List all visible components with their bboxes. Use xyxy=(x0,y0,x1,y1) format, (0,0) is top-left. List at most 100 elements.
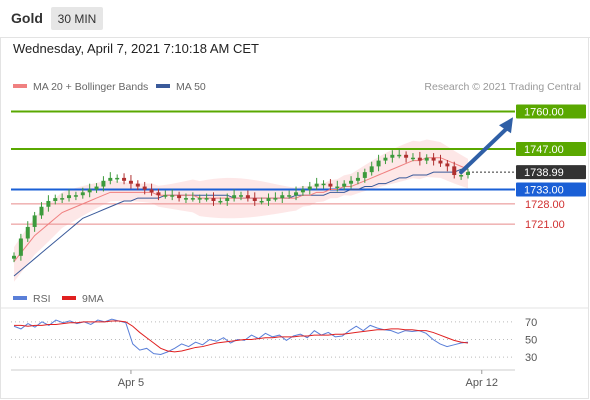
candle-body xyxy=(321,183,326,186)
candle-body xyxy=(177,195,182,199)
candle-body xyxy=(273,198,278,200)
level-label-1728.00: 1728.00 xyxy=(525,199,565,211)
candle-body xyxy=(369,166,374,173)
candle-body xyxy=(73,195,78,197)
level-tag-1760.00 xyxy=(516,104,586,119)
candle-body xyxy=(183,198,188,200)
candle-body xyxy=(225,198,230,201)
candle-body xyxy=(252,198,257,201)
candle-body xyxy=(459,175,464,177)
candle-body xyxy=(170,195,175,197)
candle-body xyxy=(156,192,161,196)
candle-body xyxy=(314,183,319,187)
candle-body xyxy=(80,192,85,196)
level-label-1760.00: 1760.00 xyxy=(524,107,564,119)
x-tick-label: Apr 5 xyxy=(118,377,144,389)
candle-body xyxy=(280,195,285,199)
candle-body xyxy=(32,215,37,227)
candle-body xyxy=(142,186,147,190)
candle-body xyxy=(60,198,65,200)
candle-body xyxy=(349,180,354,184)
forecast-arrow-head xyxy=(499,117,513,134)
rsi-legend-swatch xyxy=(13,296,27,300)
candle-body xyxy=(287,195,292,197)
candle-body xyxy=(53,198,58,201)
rsi-line xyxy=(13,318,469,356)
candle-body xyxy=(239,195,243,197)
candle-body xyxy=(197,198,202,200)
candle-body xyxy=(94,186,99,190)
candle-body xyxy=(362,172,367,178)
x-tick-label: Apr 12 xyxy=(466,377,498,389)
top-bar: Gold 30 MIN xyxy=(0,0,590,38)
price-legend: MA 20 + Bollinger Bands MA 50 xyxy=(13,81,206,93)
candle-body xyxy=(67,195,72,199)
levels-layer xyxy=(11,110,515,225)
last-price-tag xyxy=(516,165,586,180)
candle-body xyxy=(218,200,223,203)
candle-body xyxy=(355,177,360,181)
candle-body xyxy=(452,166,457,176)
candle-body xyxy=(335,186,340,189)
candle-body xyxy=(424,157,429,161)
forecast-arrow-layer xyxy=(459,117,513,175)
rsi-legend-swatch xyxy=(62,296,76,300)
last-price-label: 1738.99 xyxy=(524,167,564,179)
candle-body xyxy=(18,238,23,256)
candle-body xyxy=(128,180,133,184)
candle-body xyxy=(204,198,209,200)
candle-body xyxy=(135,183,140,187)
candle-body xyxy=(87,189,92,193)
rsi-tick-30: 30 xyxy=(525,352,537,364)
legend-label: MA 50 xyxy=(176,81,206,93)
candle-body xyxy=(328,183,333,187)
candle-body xyxy=(163,195,168,197)
level-tag-1733.00 xyxy=(516,182,586,197)
rsi-panel: RSI 9MA 70 50 30 xyxy=(1,293,588,364)
candle-body xyxy=(417,157,422,161)
level-tag-1747.00 xyxy=(516,142,586,157)
candle-body xyxy=(25,226,30,239)
bollinger-band-fill xyxy=(14,139,468,282)
candle-body xyxy=(122,177,127,181)
rsi-ma-line xyxy=(14,320,469,353)
candle-body xyxy=(376,160,381,167)
candle-body xyxy=(259,200,264,203)
candle-body xyxy=(438,160,443,164)
rsi-legend-label: 9MA xyxy=(82,293,104,305)
candle-body xyxy=(108,177,113,181)
candle-body xyxy=(342,183,347,187)
candle-body xyxy=(115,177,120,180)
interval-button[interactable]: 30 MIN xyxy=(51,7,103,30)
candle-body xyxy=(445,163,450,167)
level-label-1747.00: 1747.00 xyxy=(524,144,564,156)
level-label-1721.00: 1721.00 xyxy=(525,219,565,231)
rsi-tick-50: 50 xyxy=(525,335,537,347)
level-tags-layer: 1760.00 1747.00 1733.00 1728.00 1721.00 1738.… xyxy=(516,104,586,231)
candle-body xyxy=(245,195,250,199)
rsi-legend-label: RSI xyxy=(33,293,51,305)
candle-body xyxy=(101,180,106,187)
candle-body xyxy=(149,189,154,193)
candle-body xyxy=(431,157,436,161)
candles-layer xyxy=(12,149,470,263)
research-credit: Research © 2021 Trading Central xyxy=(424,81,581,93)
legend-swatch xyxy=(13,84,27,88)
candle-body xyxy=(307,186,312,190)
level-label-1733.00: 1733.00 xyxy=(524,184,564,196)
candle-body xyxy=(397,154,402,157)
candle-body xyxy=(390,154,395,158)
chart-datetime: Wednesday, April 7, 2021 7:10:18 AM CET xyxy=(13,41,259,56)
candle-body xyxy=(211,198,216,201)
bollinger-bands-layer xyxy=(14,139,468,282)
candle-body xyxy=(300,189,305,193)
asset-name: Gold xyxy=(11,10,43,26)
legend-label: MA 20 + Bollinger Bands xyxy=(33,81,148,93)
x-axis: Apr 5 Apr 12 xyxy=(11,369,515,389)
candle-body xyxy=(466,172,470,176)
candle-body xyxy=(190,198,195,200)
candle-body xyxy=(383,157,388,161)
forecast-arrow-shaft xyxy=(459,125,510,175)
legend-swatch xyxy=(156,84,170,88)
